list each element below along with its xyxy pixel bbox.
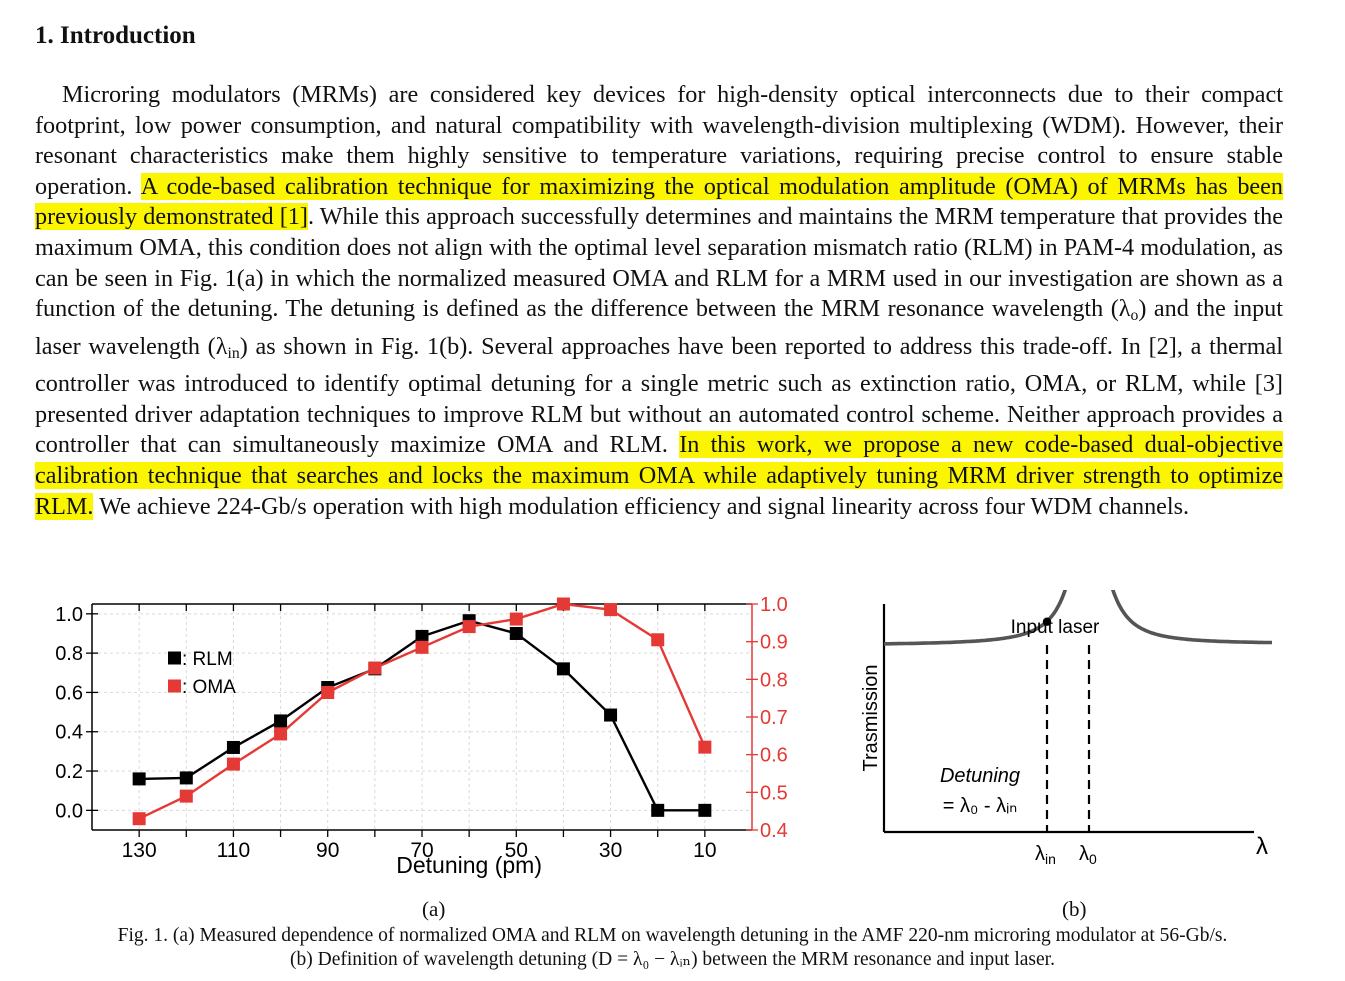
y-right-tick-label: 0.7 — [760, 707, 788, 729]
caption-line-2: (b) Definition of wavelength detuning (D… — [290, 949, 1055, 970]
y-left-tick-label: 0.0 — [55, 800, 83, 822]
data-point — [179, 789, 193, 803]
data-point — [415, 640, 429, 654]
data-point — [556, 662, 570, 676]
x-tick-label: 70 — [410, 839, 433, 862]
annotation-input-laser: Input laser — [1011, 617, 1100, 638]
data-point — [321, 686, 335, 700]
paragraph-text: We achieve 224-Gb/s operation with high … — [93, 492, 1190, 520]
y-right-tick-label: 0.4 — [760, 820, 788, 842]
panel-label-a: (a) — [422, 897, 446, 921]
y-left-tick-label: 0.6 — [55, 682, 83, 704]
data-point — [604, 708, 618, 722]
paragraph-text: Microring modulators (MRMs) are consider… — [35, 81, 1283, 200]
data-point — [462, 620, 476, 634]
legend-marker — [168, 651, 181, 665]
y-left-tick-label: 0.4 — [55, 722, 83, 744]
transmission-curve — [883, 590, 1273, 646]
laser-point-marker — [1042, 617, 1052, 626]
detuning-equation: = λ₀ - λᵢₙ — [943, 795, 1017, 817]
y-left-tick-label: 0.2 — [55, 761, 83, 783]
x-tick-label: 90 — [316, 839, 339, 862]
y-right-tick-label: 1.0 — [760, 594, 788, 616]
data-point — [604, 603, 618, 617]
data-point — [651, 633, 665, 647]
intro-paragraph: Microring modulators (MRMs) are consider… — [35, 80, 1283, 522]
y-right-tick-label: 0.9 — [760, 632, 788, 654]
x-tick-label: 30 — [599, 839, 622, 862]
y-axis-title: Trasmission — [860, 664, 882, 771]
x-axis-title: Detuning (pm) — [396, 852, 542, 878]
data-point — [226, 757, 240, 771]
marker-lambda-in: λin — [1035, 843, 1056, 867]
section-number: 1. — [35, 22, 54, 49]
y-left-tick-label: 1.0 — [55, 604, 83, 626]
legend-label: : RLM — [182, 649, 233, 670]
data-point — [651, 803, 665, 817]
marker-lambda-o: λ0 — [1079, 843, 1097, 867]
section-heading: 1. Introduction — [35, 22, 196, 50]
subscript: in — [227, 344, 240, 362]
data-point — [274, 727, 288, 741]
x-tick-label: 110 — [217, 839, 250, 862]
data-point — [509, 612, 523, 626]
figure-caption: Fig. 1. (a) Measured dependence of norma… — [0, 924, 1345, 972]
data-point — [368, 661, 382, 675]
y-right-tick-label: 0.8 — [760, 669, 788, 691]
data-point — [132, 812, 146, 826]
data-point — [509, 626, 523, 640]
y-right-tick-label: 0.6 — [760, 745, 788, 767]
data-point — [226, 740, 240, 754]
x-tick-label: 130 — [122, 839, 157, 862]
x-tick-label: 50 — [505, 839, 528, 862]
figure-a-chart: 130 110 90 70 50 30 10 Detuning (pm) 0.0 0.2 0.4 0.… — [55, 594, 788, 878]
y-left-tick-label: 0.8 — [55, 643, 83, 665]
x-tick-label: 10 — [693, 839, 716, 862]
caption-line-1: Fig. 1. (a) Measured dependence of norma… — [117, 925, 1228, 946]
x-axis-symbol: λ — [1256, 833, 1268, 860]
subscript: o — [1130, 307, 1139, 325]
data-point — [179, 771, 193, 785]
figure-b-diagram: Input laser Trasmission Detuning = λ₀ - λᵢₙ… — [860, 590, 1273, 867]
paragraph-text: ) and the input laser wavelength (λ — [35, 295, 1283, 360]
legend-marker — [168, 679, 181, 693]
paragraph-text: . While this approach successfully deter… — [35, 203, 1283, 323]
data-point — [132, 772, 146, 786]
data-point — [415, 629, 429, 643]
data-point — [698, 803, 712, 817]
data-point — [274, 714, 288, 728]
y-right-tick-label: 0.5 — [760, 782, 788, 804]
paragraph-text: ) as shown in Fig. 1(b). Several approac… — [35, 332, 1284, 459]
legend-label: : OMA — [182, 677, 236, 698]
detuning-label: Detuning — [940, 765, 1020, 787]
data-point — [698, 740, 712, 754]
panel-label-b: (b) — [1062, 897, 1087, 921]
section-title: Introduction — [60, 22, 196, 49]
data-point — [556, 597, 570, 611]
